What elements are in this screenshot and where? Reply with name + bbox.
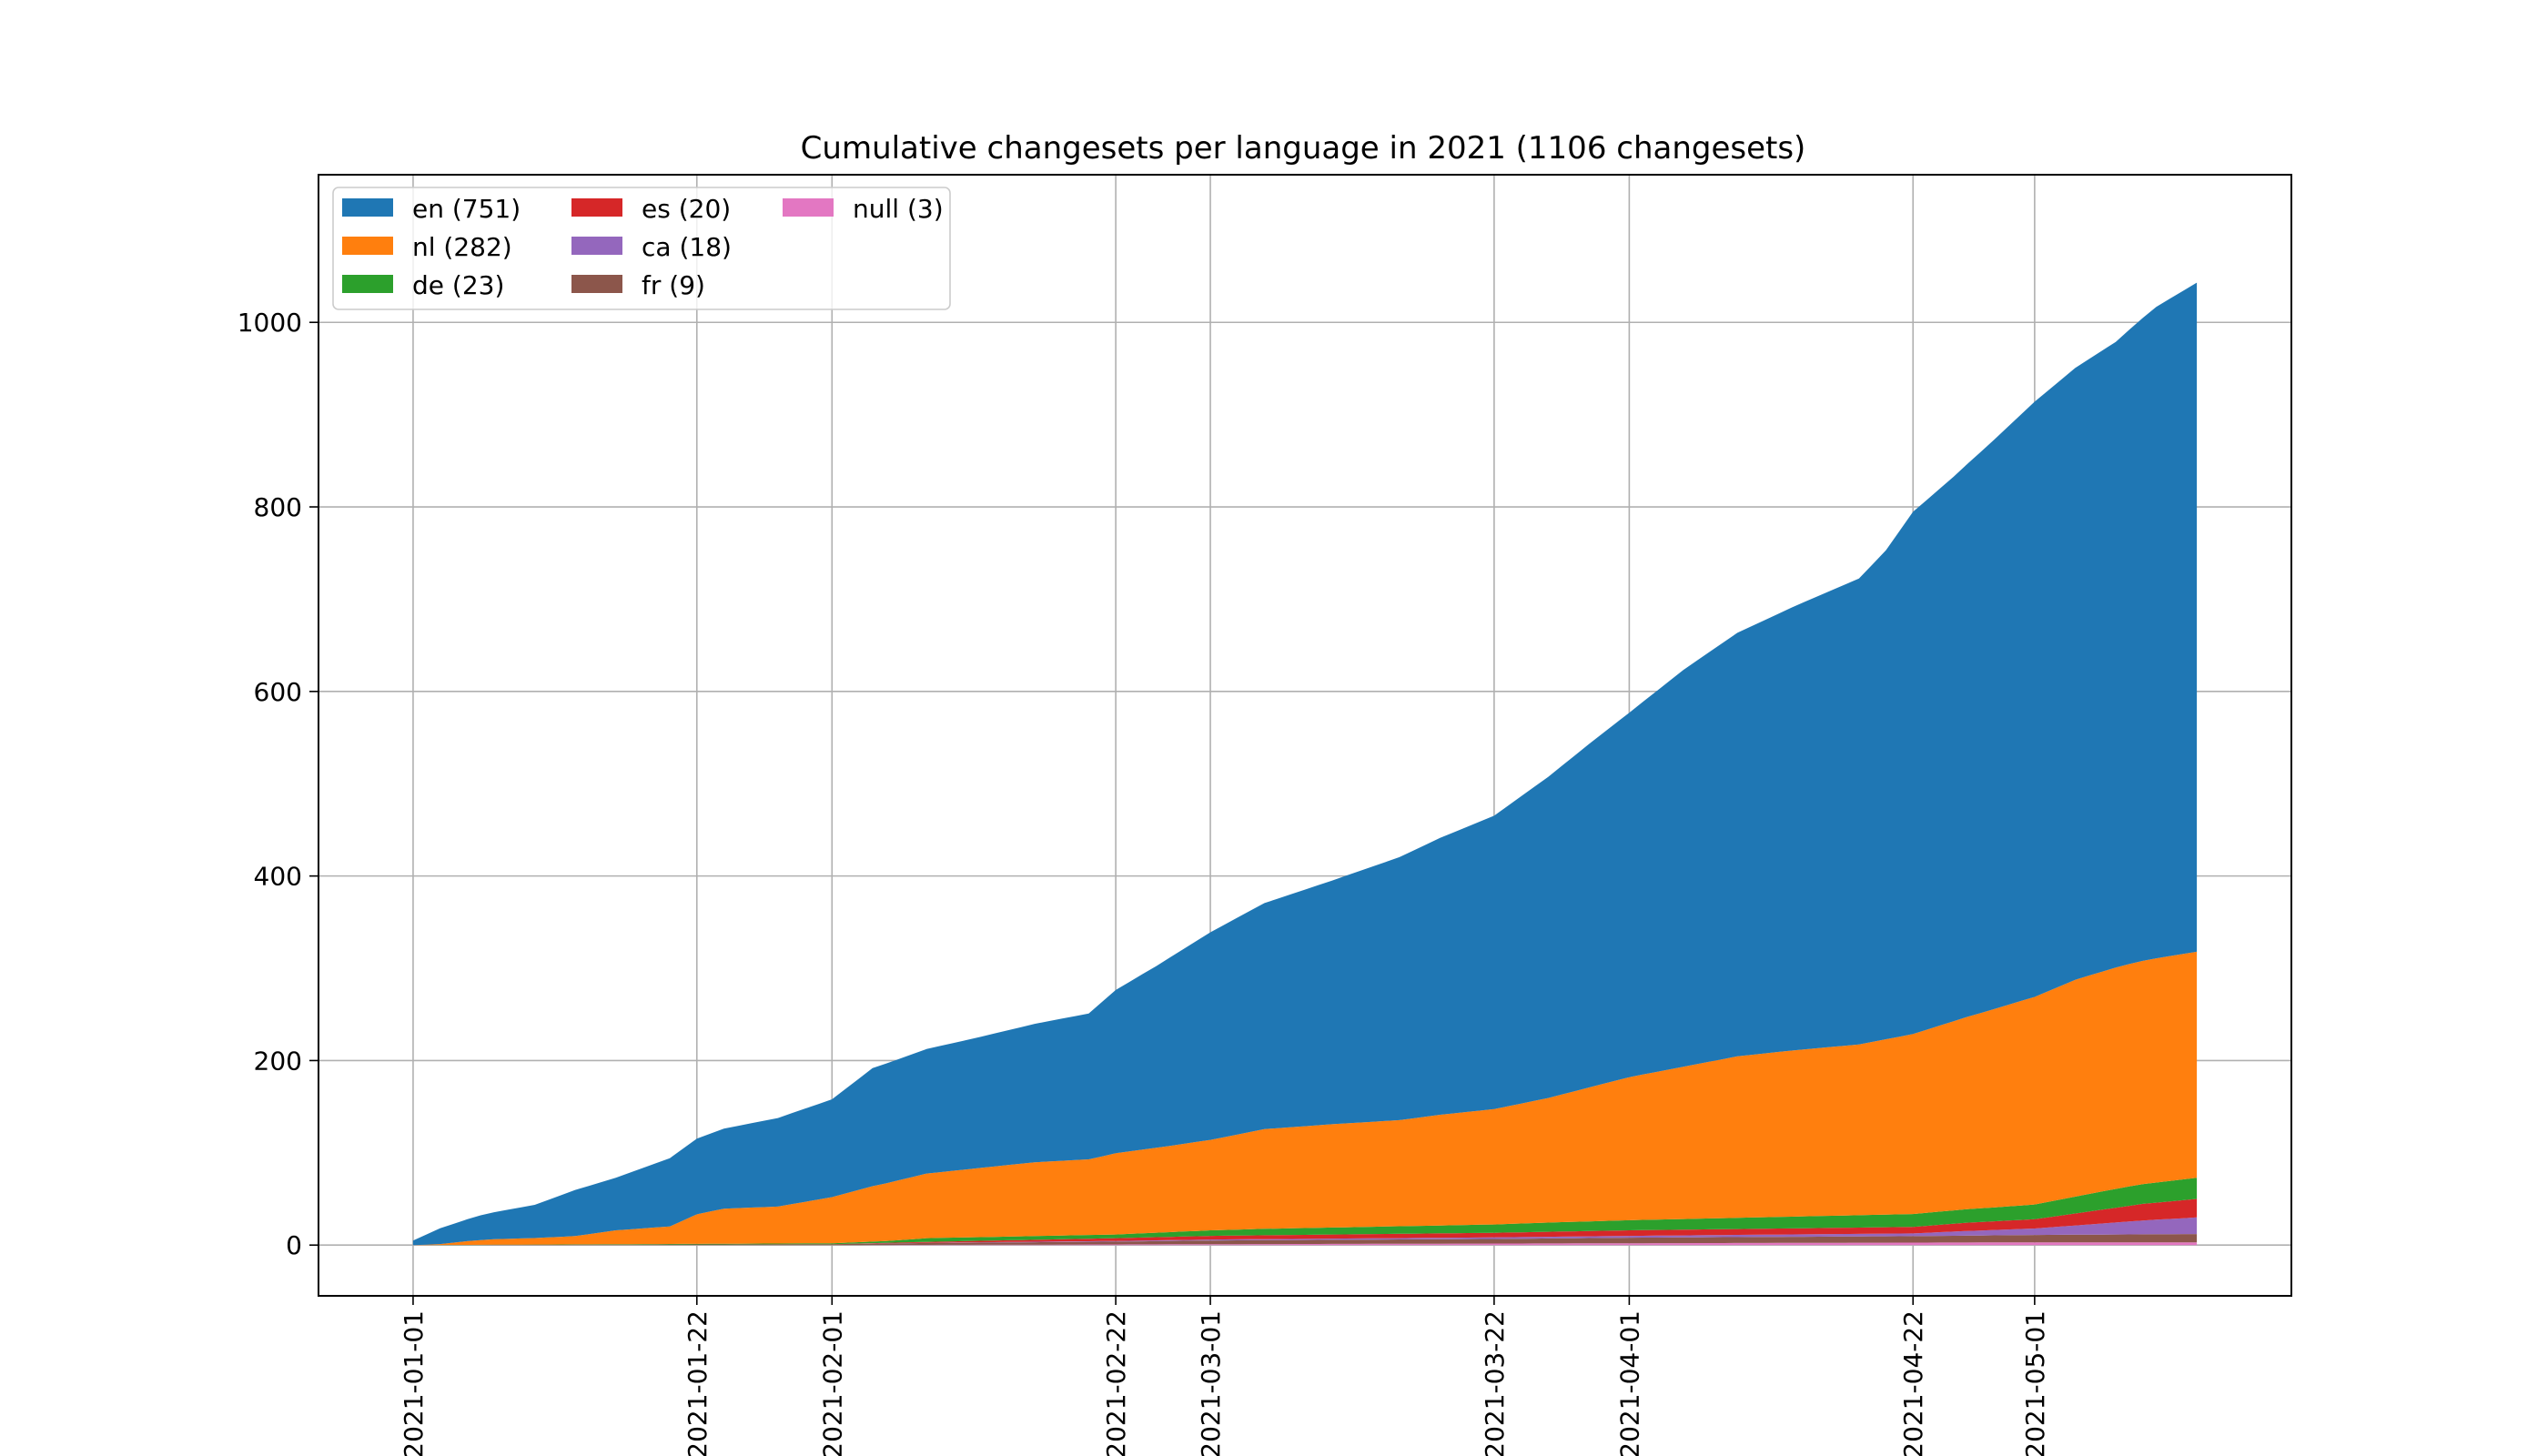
- area-series-en: [412, 282, 2198, 1246]
- legend: en (751) nl (282) de (23) es (20) ca (18) fr …: [332, 187, 951, 310]
- y-axis-ticks: 0 200 400 600 800 1000: [238, 308, 318, 1260]
- chart-title: Cumulative changesets per language in 20…: [801, 130, 1806, 167]
- y-tick-label: 800: [254, 492, 302, 522]
- area-series-null: [412, 1242, 2198, 1246]
- x-tick-label: 2021-02-22: [1101, 1310, 1131, 1456]
- y-tick-label: 1000: [238, 308, 302, 338]
- data-areas: [412, 282, 2198, 1246]
- y-tick-label: 0: [286, 1230, 302, 1260]
- y-tick-label: 400: [254, 862, 302, 892]
- legend-label: es (20): [642, 194, 731, 224]
- x-tick-label: 2021-01-01: [399, 1310, 429, 1456]
- legend-label: fr (9): [642, 270, 705, 300]
- area-series-ca: [412, 1217, 2198, 1246]
- x-tick-label: 2021-02-01: [817, 1310, 847, 1456]
- x-tick-label: 2021-04-22: [1898, 1310, 1928, 1456]
- y-tick-label: 200: [254, 1046, 302, 1076]
- legend-box: [332, 187, 951, 310]
- y-tick-label: 600: [254, 677, 302, 707]
- area-series-de: [412, 1178, 2198, 1246]
- legend-swatch: [342, 237, 393, 255]
- legend-swatch: [571, 198, 622, 217]
- plot-frame: [318, 174, 2292, 1297]
- x-tick-label: 2021-03-22: [1480, 1310, 1510, 1456]
- legend-label: nl (282): [412, 232, 512, 262]
- legend-label: null (3): [853, 194, 944, 224]
- legend-label: ca (18): [642, 232, 732, 262]
- legend-swatch: [571, 275, 622, 293]
- legend-label: de (23): [412, 270, 504, 300]
- area-series-es: [412, 1198, 2198, 1246]
- legend-swatch: [342, 275, 393, 293]
- legend-swatch: [342, 198, 393, 217]
- x-tick-label: 2021-01-22: [682, 1310, 713, 1456]
- x-axis-ticks: 2021-01-01 2021-01-22 2021-02-01 2021-02-22…: [399, 1296, 2050, 1456]
- legend-swatch: [571, 237, 622, 255]
- legend-swatch: [783, 198, 834, 217]
- legend-label: en (751): [412, 194, 521, 224]
- area-series-nl: [412, 951, 2198, 1246]
- x-tick-label: 2021-05-01: [2020, 1310, 2050, 1456]
- x-tick-label: 2021-03-01: [1196, 1310, 1226, 1456]
- x-tick-label: 2021-04-01: [1614, 1310, 1644, 1456]
- area-series-fr: [412, 1234, 2198, 1246]
